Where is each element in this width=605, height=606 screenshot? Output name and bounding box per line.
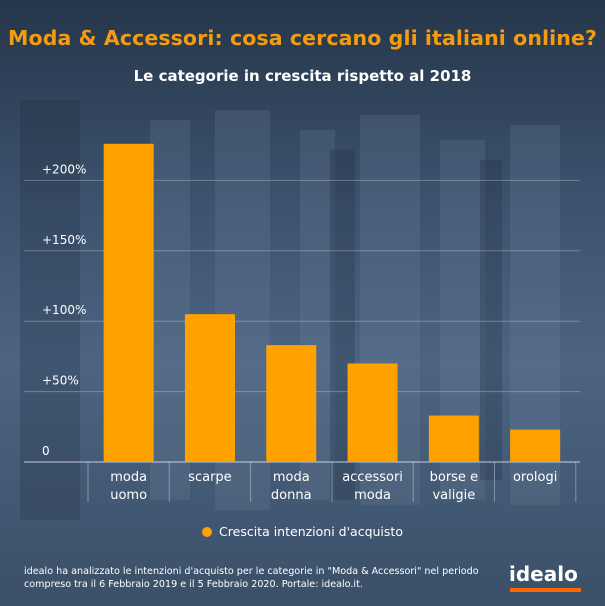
bar: [347, 363, 398, 462]
x-tick-label: valigie: [432, 488, 475, 503]
idealo-logo: idealo: [509, 562, 578, 586]
y-tick-label: +50%: [42, 374, 79, 388]
bar: [103, 143, 154, 463]
x-tick-label: borse e: [430, 470, 478, 485]
bar: [510, 429, 561, 462]
logo-underline: [510, 588, 581, 592]
y-tick-label: 0: [42, 444, 50, 458]
chart-subtitle: Le categorie in crescita rispetto al 201…: [133, 67, 472, 85]
x-tick-label: donna: [271, 488, 312, 503]
x-tick-label: scarpe: [188, 470, 231, 485]
x-tick-label: accessori: [342, 470, 403, 485]
y-tick-label: +100%: [42, 303, 86, 317]
x-tick-label: moda: [110, 470, 147, 485]
bar: [266, 345, 317, 462]
y-tick-label: +150%: [42, 233, 86, 247]
x-tick-label: moda: [354, 488, 391, 503]
chart-legend: Crescita intenzioni d'acquisto: [0, 524, 605, 539]
legend-label: Crescita intenzioni d'acquisto: [219, 524, 403, 539]
y-tick-label: +200%: [42, 162, 86, 176]
x-tick-label: orologi: [513, 470, 557, 485]
x-tick-label: uomo: [110, 488, 147, 503]
x-tick-label: moda: [273, 470, 310, 485]
bar: [184, 314, 235, 462]
footer-note: idealo ha analizzato le intenzioni d'acq…: [24, 566, 479, 590]
bar-chart: 0 +50% +100% +150% +200% moda uomo scarpe moda do…: [42, 143, 561, 503]
chart-title: Moda & Accessori: cosa cercano gli itali…: [8, 26, 597, 50]
legend-marker: [202, 527, 213, 537]
bar: [428, 415, 479, 462]
